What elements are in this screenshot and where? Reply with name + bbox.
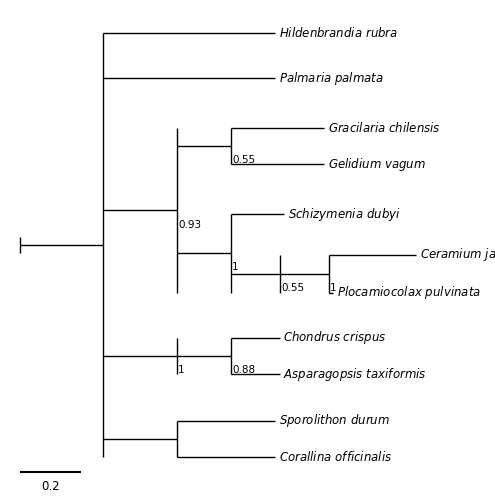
Text: $\it{Sporolithon\ durum}$: $\it{Sporolithon\ durum}$	[279, 412, 390, 429]
Text: $\it{Palmaria\ palmata}$: $\it{Palmaria\ palmata}$	[279, 70, 384, 87]
Text: $\it{Chondrus\ crispus}$: $\it{Chondrus\ crispus}$	[284, 330, 387, 346]
Text: 0.88: 0.88	[232, 365, 255, 375]
Text: 0.93: 0.93	[178, 220, 201, 230]
Text: $\it{Hildenbrandia\ rubra}$: $\it{Hildenbrandia\ rubra}$	[279, 26, 397, 40]
Text: $\it{Gelidium\ vagum}$: $\it{Gelidium\ vagum}$	[328, 156, 426, 173]
Text: $\it{Ceramium\ japonicum}$: $\it{Ceramium\ japonicum}$	[420, 246, 495, 264]
Text: $\it{Schizymenia\ dubyi}$: $\it{Schizymenia\ dubyi}$	[288, 206, 401, 222]
Text: 1: 1	[330, 283, 337, 293]
Text: 0.2: 0.2	[41, 480, 59, 494]
Text: $\it{Gracilaria\ chilensis}$: $\it{Gracilaria\ chilensis}$	[328, 121, 441, 135]
Text: 1: 1	[232, 262, 239, 272]
Text: $\it{Plocamiocolax\ pulvinata}$: $\it{Plocamiocolax\ pulvinata}$	[337, 284, 481, 301]
Text: $\it{Asparagopsis\ taxiformis}$: $\it{Asparagopsis\ taxiformis}$	[284, 366, 427, 382]
Text: $\it{Corallina\ officinalis}$: $\it{Corallina\ officinalis}$	[279, 450, 392, 464]
Text: 0.55: 0.55	[281, 283, 304, 293]
Text: 0.55: 0.55	[232, 156, 255, 166]
Text: 1: 1	[178, 365, 185, 375]
